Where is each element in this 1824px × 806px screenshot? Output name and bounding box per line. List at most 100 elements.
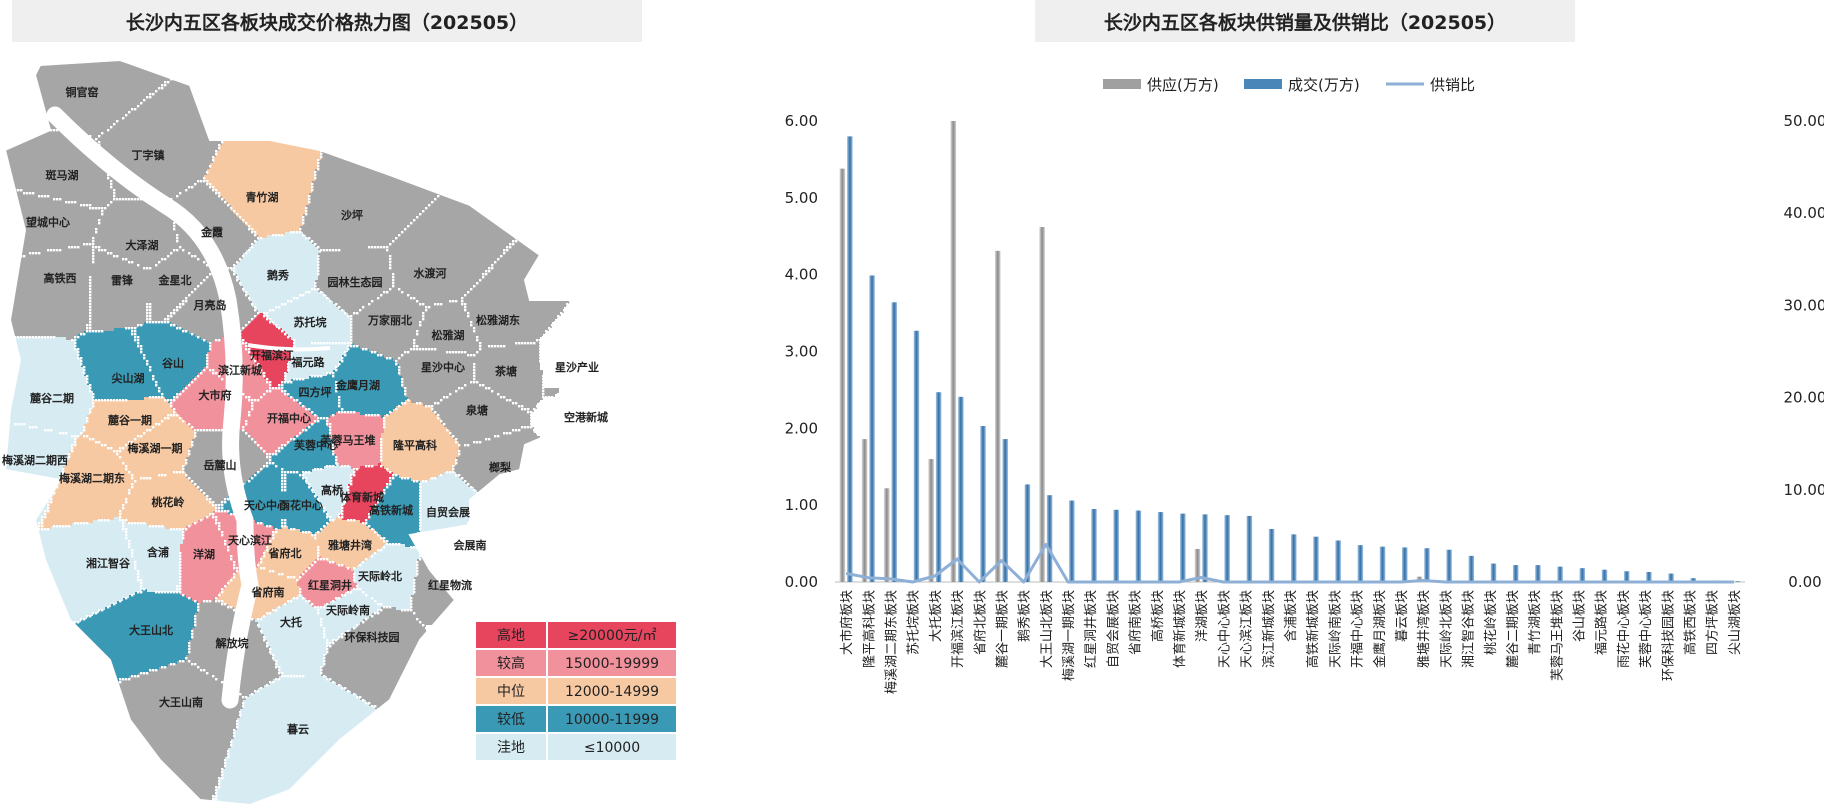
y-left-tick: 1.00 — [785, 496, 818, 514]
deal-bar — [891, 302, 897, 582]
legend-range-label: 15000-19999 — [565, 656, 659, 672]
deal-bar — [869, 275, 875, 582]
category-label: 芙蓉马王堆板块 — [1550, 590, 1565, 681]
map-title: 长沙内五区各板块成交价格热力图（202505） — [12, 0, 642, 42]
deal-bar — [1490, 563, 1497, 582]
region-label: 麓谷二期 — [30, 391, 74, 405]
category-label: 滨江新城板块 — [1261, 590, 1277, 668]
region-label: 鹅秀 — [267, 268, 289, 282]
region-label: 梅溪湖二期东 — [59, 471, 125, 485]
y-left-tick: 0.00 — [785, 573, 818, 591]
deal-bar — [1379, 546, 1386, 582]
region-label: 星沙中心 — [421, 360, 465, 374]
region-label: 望城中心 — [26, 215, 70, 229]
region-label: 湘江智谷 — [86, 556, 131, 570]
legend-level-label: 较低 — [497, 712, 525, 728]
region-label: 万家丽北 — [367, 313, 412, 327]
category-label: 雅塘井湾板块 — [1416, 590, 1432, 668]
region-label: 金鹰月湖 — [335, 378, 380, 392]
category-label: 高铁西板块 — [1683, 590, 1699, 655]
category-label: 自贸会展板块 — [1106, 590, 1121, 668]
category-label: 大市府板块 — [839, 590, 855, 655]
category-label: 暮云板块 — [1395, 590, 1410, 642]
supply-bar — [994, 250, 1001, 582]
category-label: 开福中心板块 — [1351, 590, 1366, 668]
legend-swatch — [476, 734, 546, 760]
deal-bar — [1446, 549, 1452, 582]
region-label: 泉塘 — [465, 403, 488, 417]
region-label: 月亮岛 — [193, 298, 227, 312]
region-label: 雷锋 — [111, 273, 134, 287]
deal-bar — [958, 396, 964, 582]
category-label: 梅溪湖二期东板块 — [885, 590, 900, 694]
region-label: 园林生态园 — [328, 275, 383, 289]
region-label: 桃花岭 — [152, 495, 185, 509]
deal-bar — [1046, 495, 1053, 582]
deal-bar — [1579, 568, 1586, 582]
region-label: 大市府 — [199, 388, 232, 402]
category-label: 芙蓉中心板块 — [1639, 590, 1654, 668]
region-label: 省府北 — [268, 546, 302, 560]
region-label: 天际岭北 — [358, 569, 402, 583]
legend-level-label: 洼地 — [497, 740, 525, 756]
supply-bar — [883, 488, 890, 582]
region-label: 金星北 — [158, 273, 192, 287]
legend-label: 供应(万方) — [1147, 76, 1219, 94]
category-label: 鹅秀板块 — [1017, 590, 1033, 642]
y-right-tick: 30.00 — [1784, 296, 1824, 314]
legend-swatch — [548, 734, 676, 760]
region-label: 岳麓山 — [204, 458, 237, 472]
supply-bar — [1194, 548, 1201, 582]
legend-swatch — [548, 678, 676, 704]
legend-level-label: 高地 — [497, 627, 525, 644]
region-label: 大托 — [280, 615, 302, 629]
region-label: 高铁西 — [44, 271, 77, 285]
supply-bar — [928, 459, 934, 582]
region-label: 隆平高科 — [393, 438, 437, 452]
region-label: 星沙产业 — [555, 360, 599, 374]
y-right-tick: 40.00 — [1784, 204, 1824, 222]
category-label: 湘江智谷板块 — [1462, 590, 1477, 668]
category-label: 桃花岭板块 — [1483, 590, 1499, 655]
deal-bar — [1601, 569, 1608, 582]
y-right-tick: 20.00 — [1784, 389, 1824, 407]
deal-bar — [1668, 573, 1674, 582]
deal-bar — [1357, 545, 1364, 582]
deal-bar — [1268, 528, 1275, 582]
region-label: 芙蓉中心 — [293, 438, 338, 452]
region-label: 雨花中心 — [279, 498, 323, 512]
deal-bar — [1468, 555, 1475, 582]
region-label: 榔梨 — [489, 460, 512, 474]
region-label: 铜官窑 — [65, 85, 99, 99]
category-label: 梅溪湖一期板块 — [1062, 590, 1077, 681]
region-label: 解放垸 — [216, 636, 249, 650]
region-label: 暮云 — [286, 722, 309, 736]
region-label: 开福中心 — [267, 411, 311, 425]
legend-swatch — [548, 706, 676, 732]
region-label: 自贸会展 — [426, 505, 471, 519]
region-label: 天心中心 — [244, 498, 288, 512]
category-label: 青竹湖板块 — [1528, 590, 1543, 655]
legend-label: 成交(万方) — [1288, 76, 1360, 94]
region-label: 天际岭南 — [326, 603, 370, 617]
category-label: 金鹰月湖板块 — [1372, 590, 1388, 668]
legend-label: 供销比 — [1430, 76, 1475, 94]
y-left-tick: 6.00 — [785, 112, 818, 130]
region-label: 红星洞井 — [308, 578, 352, 592]
y-right-tick: 0.00 — [1788, 573, 1821, 591]
category-label: 高铁新城板块 — [1305, 590, 1321, 668]
legend-range-label: 12000-14999 — [565, 684, 659, 700]
supply-bar — [950, 121, 957, 582]
category-label: 雨花中心板块 — [1616, 590, 1632, 668]
category-label: 麓谷一期板块 — [996, 590, 1011, 668]
deal-bar — [1113, 509, 1119, 582]
region-label: 含浦 — [146, 545, 169, 559]
deal-bar — [1091, 509, 1097, 582]
category-label: 谷山板块 — [1573, 590, 1588, 642]
region-label: 会展南 — [454, 538, 487, 552]
region-label: 高桥 — [321, 483, 344, 497]
deal-bar — [1246, 515, 1253, 582]
